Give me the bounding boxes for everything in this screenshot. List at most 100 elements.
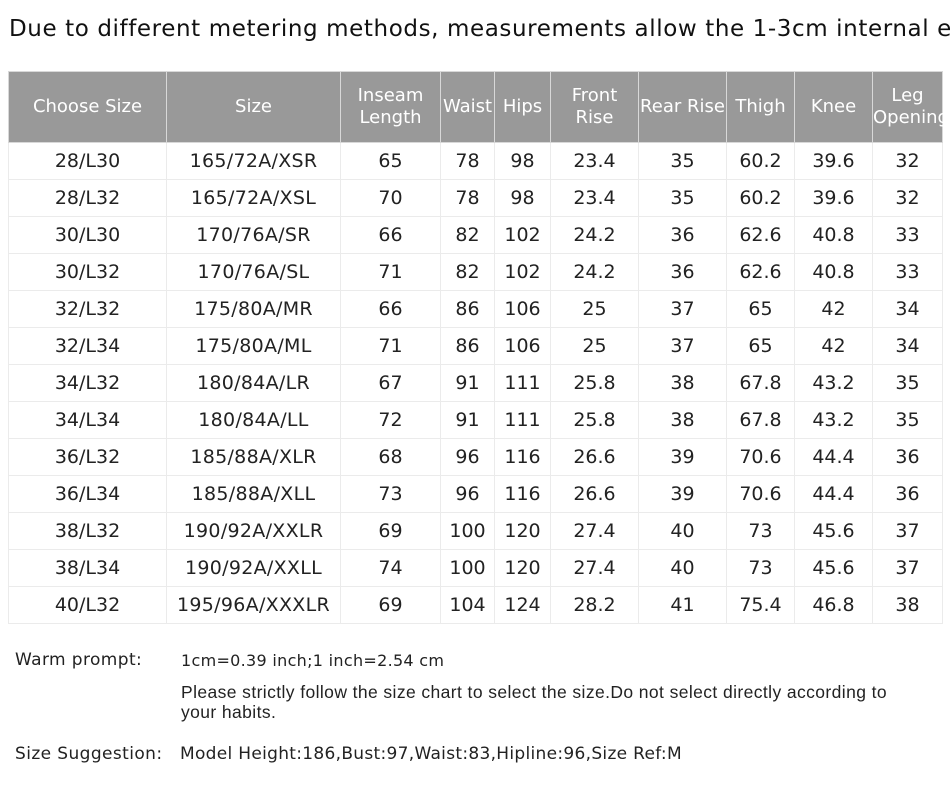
cell-rear-rise: 40 [638,512,727,550]
cell-rear-rise: 38 [638,364,727,402]
cell-size: 190/92A/XXLR [166,512,341,550]
header-knee: Knee [794,71,873,143]
table-row: 30/L30 170/76A/SR 66 82 102 24.2 36 62.6 40.8 33 [8,216,943,254]
cell-waist: 96 [440,475,495,513]
cell-size: 180/84A/LL [166,401,341,439]
cell-inseam-length: 66 [340,216,441,254]
cell-choose-size: 34/L32 [8,364,167,402]
cell-thigh: 75.4 [726,586,795,624]
cell-inseam-length: 70 [340,179,441,217]
cell-inseam-length: 72 [340,401,441,439]
cell-waist: 78 [440,179,495,217]
table-row: 40/L32 195/96A/XXXLR 69 104 124 28.2 41 75.4 46.… [8,586,943,624]
size-suggestion-text: Model Height:186,Bust:97,Waist:83,Hiplin… [180,744,682,764]
table-row: 36/L34 185/88A/XLL 73 96 116 26.6 39 70.6 44.4 36 [8,475,943,513]
cell-choose-size: 34/L34 [8,401,167,439]
cell-waist: 78 [440,142,495,180]
cell-leg-opening: 33 [872,253,943,291]
cell-leg-opening: 35 [872,401,943,439]
header-leg-opening: Leg Opening [872,71,949,143]
cell-rear-rise: 39 [638,475,727,513]
header-rear-rise: Rear Rise [638,71,727,143]
cell-thigh: 70.6 [726,438,795,476]
cell-rear-rise: 35 [638,142,727,180]
cell-knee: 45.6 [794,512,873,550]
cell-inseam-length: 73 [340,475,441,513]
cell-thigh: 62.6 [726,253,795,291]
header-choose-size: Choose Size [8,71,167,143]
table-row: 36/L32 185/88A/XLR 68 96 116 26.6 39 70.6 44.4 36 [8,438,943,476]
cell-thigh: 73 [726,549,795,587]
cell-knee: 39.6 [794,142,873,180]
cell-inseam-length: 74 [340,549,441,587]
cell-hips: 98 [494,142,551,180]
cell-leg-opening: 37 [872,512,943,550]
cell-size: 175/80A/MR [166,290,341,328]
cell-front-rise: 26.6 [550,475,639,513]
cell-thigh: 60.2 [726,142,795,180]
size-selection-prompt: Please strictly follow the size chart to… [181,682,887,722]
cell-leg-opening: 38 [872,586,943,624]
cell-knee: 44.4 [794,438,873,476]
cell-waist: 96 [440,438,495,476]
cell-inseam-length: 68 [340,438,441,476]
cell-leg-opening: 32 [872,179,943,217]
cell-front-rise: 27.4 [550,549,639,587]
header-size: Size [166,71,341,143]
table-header-row: Choose Size Size Inseam Length Waist Hip… [8,71,949,143]
cell-rear-rise: 35 [638,179,727,217]
cell-front-rise: 27.4 [550,512,639,550]
cell-choose-size: 38/L34 [8,549,167,587]
cell-front-rise: 25 [550,327,639,365]
cell-front-rise: 25 [550,290,639,328]
table-row: 38/L34 190/92A/XXLL 74 100 120 27.4 40 73 45.6 37 [8,549,943,587]
cell-knee: 40.8 [794,216,873,254]
cell-size: 190/92A/XXLL [166,549,341,587]
table-row: 32/L32 175/80A/MR 66 86 106 25 37 65 42 34 [8,290,943,328]
cell-hips: 106 [494,290,551,328]
cell-leg-opening: 34 [872,327,943,365]
cell-choose-size: 32/L32 [8,290,167,328]
table-body: 28/L30 165/72A/XSR 65 78 98 23.4 35 60.2 39.6 32 2… [8,142,943,624]
cell-rear-rise: 41 [638,586,727,624]
table-row: 34/L34 180/84A/LL 72 91 111 25.8 38 67.8 43.2 35 [8,401,943,439]
cell-size: 165/72A/XSL [166,179,341,217]
cell-size: 185/88A/XLR [166,438,341,476]
cell-size: 185/88A/XLL [166,475,341,513]
cell-leg-opening: 36 [872,438,943,476]
cell-rear-rise: 40 [638,549,727,587]
cell-choose-size: 32/L34 [8,327,167,365]
cell-hips: 116 [494,438,551,476]
cell-choose-size: 30/L32 [8,253,167,291]
cell-size: 170/76A/SL [166,253,341,291]
cell-leg-opening: 33 [872,216,943,254]
measurement-error-note: Due to different metering methods, measu… [9,16,950,42]
cell-inseam-length: 69 [340,512,441,550]
cell-hips: 106 [494,327,551,365]
cell-rear-rise: 37 [638,290,727,328]
cell-hips: 116 [494,475,551,513]
table-row: 34/L32 180/84A/LR 67 91 111 25.8 38 67.8 43.2 35 [8,364,943,402]
cell-leg-opening: 37 [872,549,943,587]
cell-choose-size: 40/L32 [8,586,167,624]
cell-rear-rise: 37 [638,327,727,365]
cell-waist: 104 [440,586,495,624]
cell-waist: 82 [440,253,495,291]
cell-front-rise: 28.2 [550,586,639,624]
cell-leg-opening: 36 [872,475,943,513]
cell-knee: 39.6 [794,179,873,217]
cell-front-rise: 24.2 [550,253,639,291]
cell-inseam-length: 65 [340,142,441,180]
cell-waist: 86 [440,290,495,328]
cell-knee: 42 [794,327,873,365]
cell-thigh: 70.6 [726,475,795,513]
table-row: 38/L32 190/92A/XXLR 69 100 120 27.4 40 73 45.6 37 [8,512,943,550]
cell-leg-opening: 34 [872,290,943,328]
cell-inseam-length: 71 [340,327,441,365]
header-thigh: Thigh [726,71,795,143]
cell-front-rise: 23.4 [550,142,639,180]
cell-waist: 100 [440,549,495,587]
cell-inseam-length: 69 [340,586,441,624]
cell-thigh: 73 [726,512,795,550]
cell-knee: 46.8 [794,586,873,624]
